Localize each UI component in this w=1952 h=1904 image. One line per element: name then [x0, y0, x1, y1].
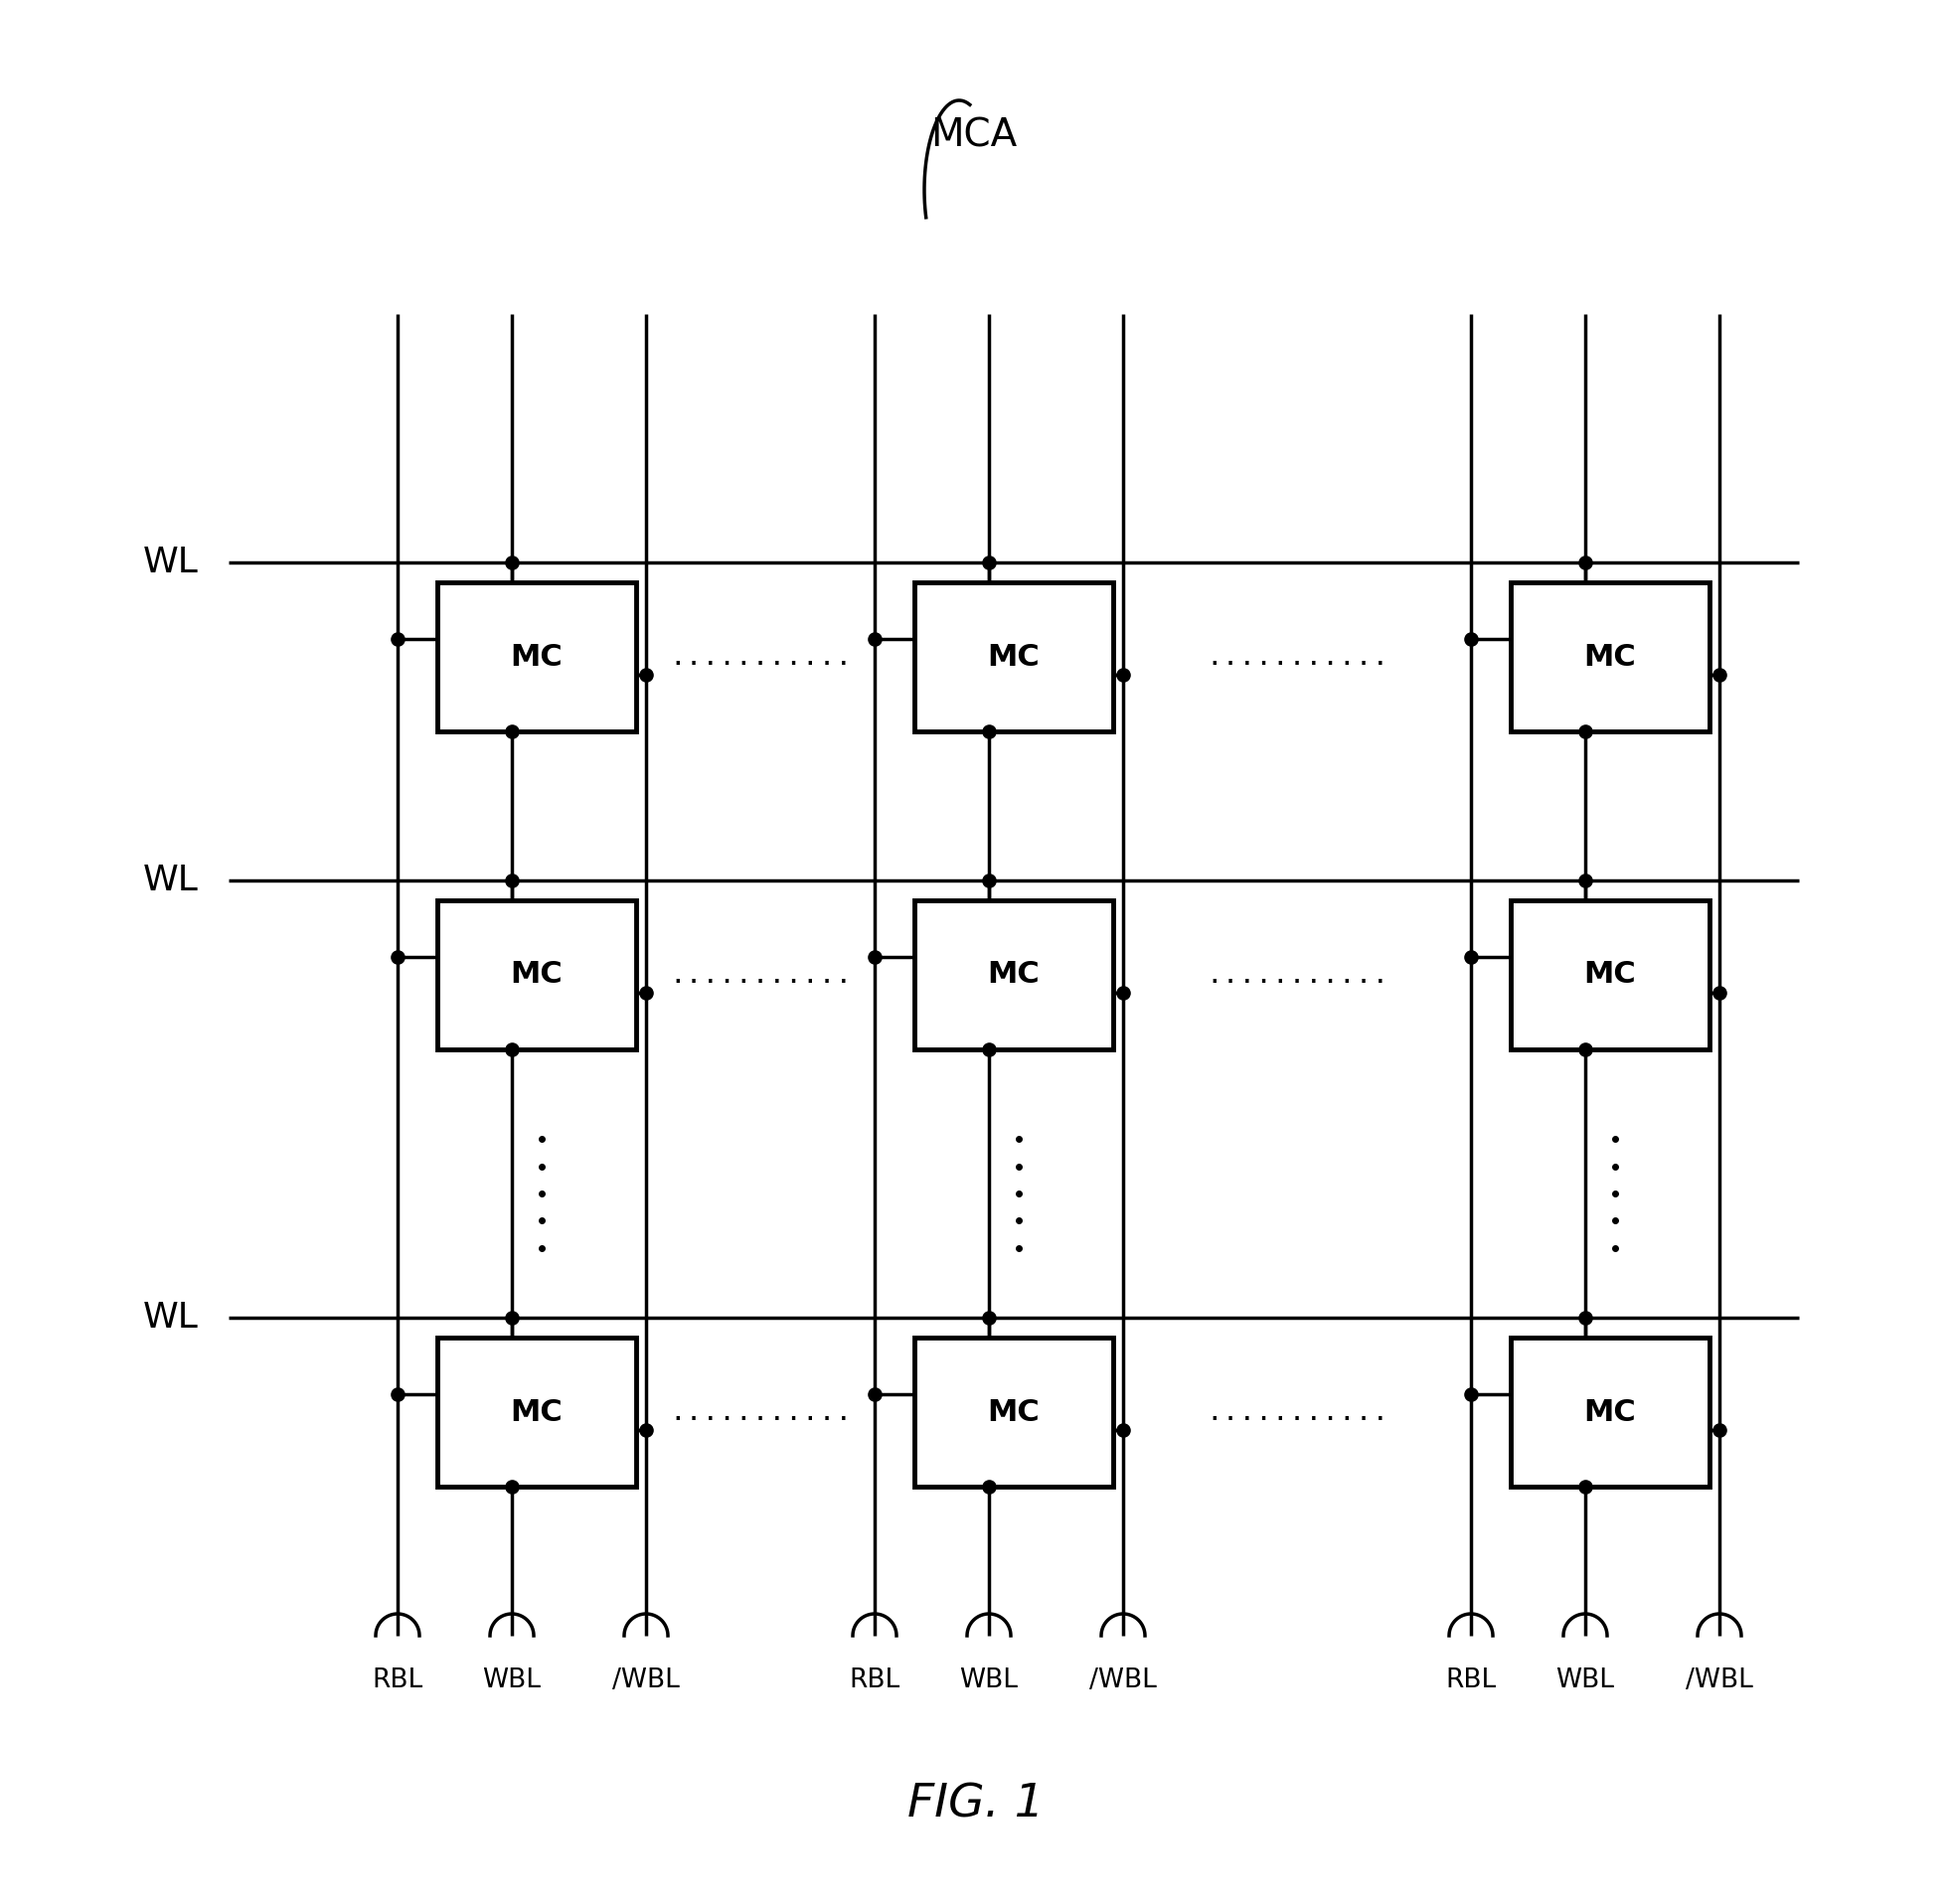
Point [1569, 1472, 1601, 1502]
Point [1569, 716, 1601, 746]
Text: MC: MC [1583, 1398, 1636, 1426]
Text: ...........: ........... [670, 962, 851, 988]
Point [1569, 1034, 1601, 1064]
Point [496, 864, 527, 895]
Point [496, 1302, 527, 1333]
Text: ...........: ........... [1206, 644, 1388, 670]
Text: ...........: ........... [670, 1398, 851, 1426]
Point [974, 1302, 1005, 1333]
Text: MC: MC [1583, 960, 1636, 990]
Point [383, 625, 414, 655]
Text: MC: MC [511, 642, 562, 672]
Point [496, 546, 527, 577]
Text: WL: WL [142, 864, 199, 897]
Text: ...........: ........... [1206, 1398, 1388, 1426]
Text: FIG. 1: FIG. 1 [908, 1782, 1044, 1828]
Point [1456, 942, 1487, 973]
Point [1107, 977, 1138, 1007]
Bar [1511, 583, 1710, 731]
Point [1569, 546, 1601, 577]
Bar [1511, 1339, 1710, 1487]
Point [974, 716, 1005, 746]
Point [496, 1472, 527, 1502]
Text: MCA: MCA [931, 116, 1017, 154]
Point [1569, 1302, 1601, 1333]
Text: ...........: ........... [670, 644, 851, 670]
Bar [437, 583, 636, 731]
Bar [437, 1339, 636, 1487]
Point [859, 942, 890, 973]
Point [496, 716, 527, 746]
Point [859, 1378, 890, 1409]
Text: MC: MC [1583, 642, 1636, 672]
Text: MC: MC [988, 1398, 1040, 1426]
Bar [914, 1339, 1113, 1487]
Point [383, 1378, 414, 1409]
Text: RBL: RBL [849, 1668, 900, 1693]
Point [1107, 659, 1138, 689]
Text: MC: MC [511, 960, 562, 990]
Bar [437, 901, 636, 1049]
Text: /WBL: /WBL [1687, 1668, 1753, 1693]
Point [383, 942, 414, 973]
Text: RBL: RBL [1446, 1668, 1497, 1693]
Point [496, 1034, 527, 1064]
Text: WBL: WBL [482, 1668, 541, 1693]
Bar [914, 583, 1113, 731]
Point [1704, 1415, 1735, 1445]
Text: MC: MC [988, 642, 1040, 672]
Point [974, 546, 1005, 577]
Text: /WBL: /WBL [613, 1668, 679, 1693]
Point [1456, 1378, 1487, 1409]
Point [1569, 864, 1601, 895]
Point [974, 1472, 1005, 1502]
Point [1704, 977, 1735, 1007]
Text: ...........: ........... [1206, 962, 1388, 988]
Point [1456, 625, 1487, 655]
Point [630, 977, 662, 1007]
Text: /WBL: /WBL [1089, 1668, 1158, 1693]
Point [630, 1415, 662, 1445]
Point [974, 864, 1005, 895]
Point [1107, 1415, 1138, 1445]
Text: WL: WL [142, 546, 199, 579]
Text: MC: MC [511, 1398, 562, 1426]
Point [630, 659, 662, 689]
Point [1704, 659, 1735, 689]
Bar [1511, 901, 1710, 1049]
Bar [914, 901, 1113, 1049]
Text: WBL: WBL [1556, 1668, 1614, 1693]
Text: RBL: RBL [373, 1668, 424, 1693]
Point [974, 1034, 1005, 1064]
Text: WBL: WBL [960, 1668, 1019, 1693]
Text: WL: WL [142, 1300, 199, 1335]
Point [859, 625, 890, 655]
Text: MC: MC [988, 960, 1040, 990]
